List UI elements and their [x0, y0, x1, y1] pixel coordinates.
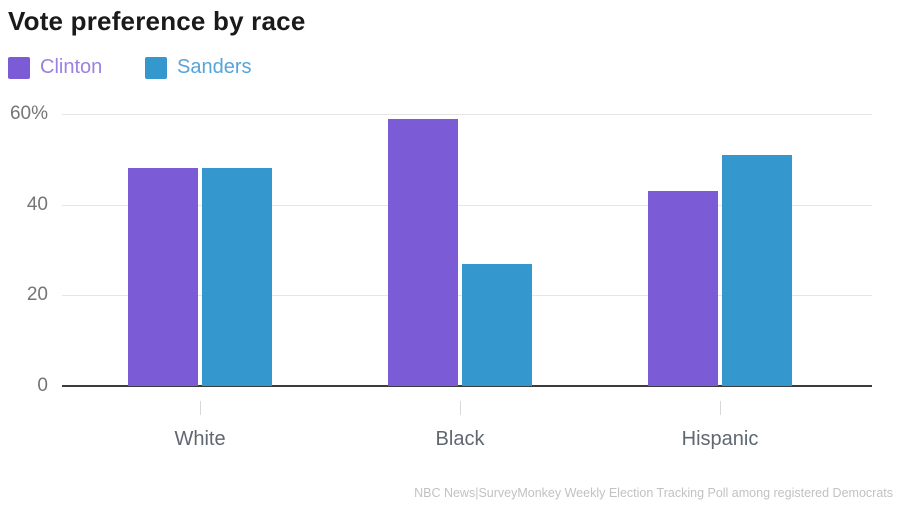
bar-clinton-black: [388, 118, 458, 386]
source-note: NBC News|SurveyMonkey Weekly Election Tr…: [414, 486, 893, 500]
x-tick-hispanic: [720, 401, 721, 415]
legend-label-sanders: Sanders: [177, 56, 252, 78]
y-axis-label-40: 40: [26, 193, 48, 215]
y-axis-label-0: 0: [37, 375, 48, 396]
chart-title: Vote preference by race: [8, 6, 306, 36]
bar-sanders-hispanic: [722, 154, 792, 386]
category-label-hispanic: Hispanic: [681, 428, 759, 450]
clinton-legend-swatch-icon: [8, 56, 30, 79]
y-axis-label-60: 60%: [9, 103, 48, 124]
gridline-60: [62, 114, 872, 115]
sanders-legend-swatch-icon: [145, 56, 167, 79]
legend-item-clinton: Clinton: [8, 56, 102, 79]
y-axis-label-20: 20: [26, 284, 48, 306]
category-label-white: White: [174, 428, 226, 450]
legend-label-clinton: Clinton: [40, 56, 103, 78]
bar-clinton-white: [128, 168, 198, 386]
category-label-black: Black: [435, 428, 485, 450]
x-tick-white: [200, 401, 201, 415]
bar-clinton-hispanic: [648, 191, 718, 386]
legend-item-sanders: Sanders: [145, 56, 252, 79]
x-axis-baseline: [62, 385, 872, 387]
bar-sanders-white: [202, 168, 272, 386]
gridline-40: [62, 204, 872, 206]
bar-sanders-black: [462, 263, 532, 386]
x-tick-black: [460, 401, 461, 415]
